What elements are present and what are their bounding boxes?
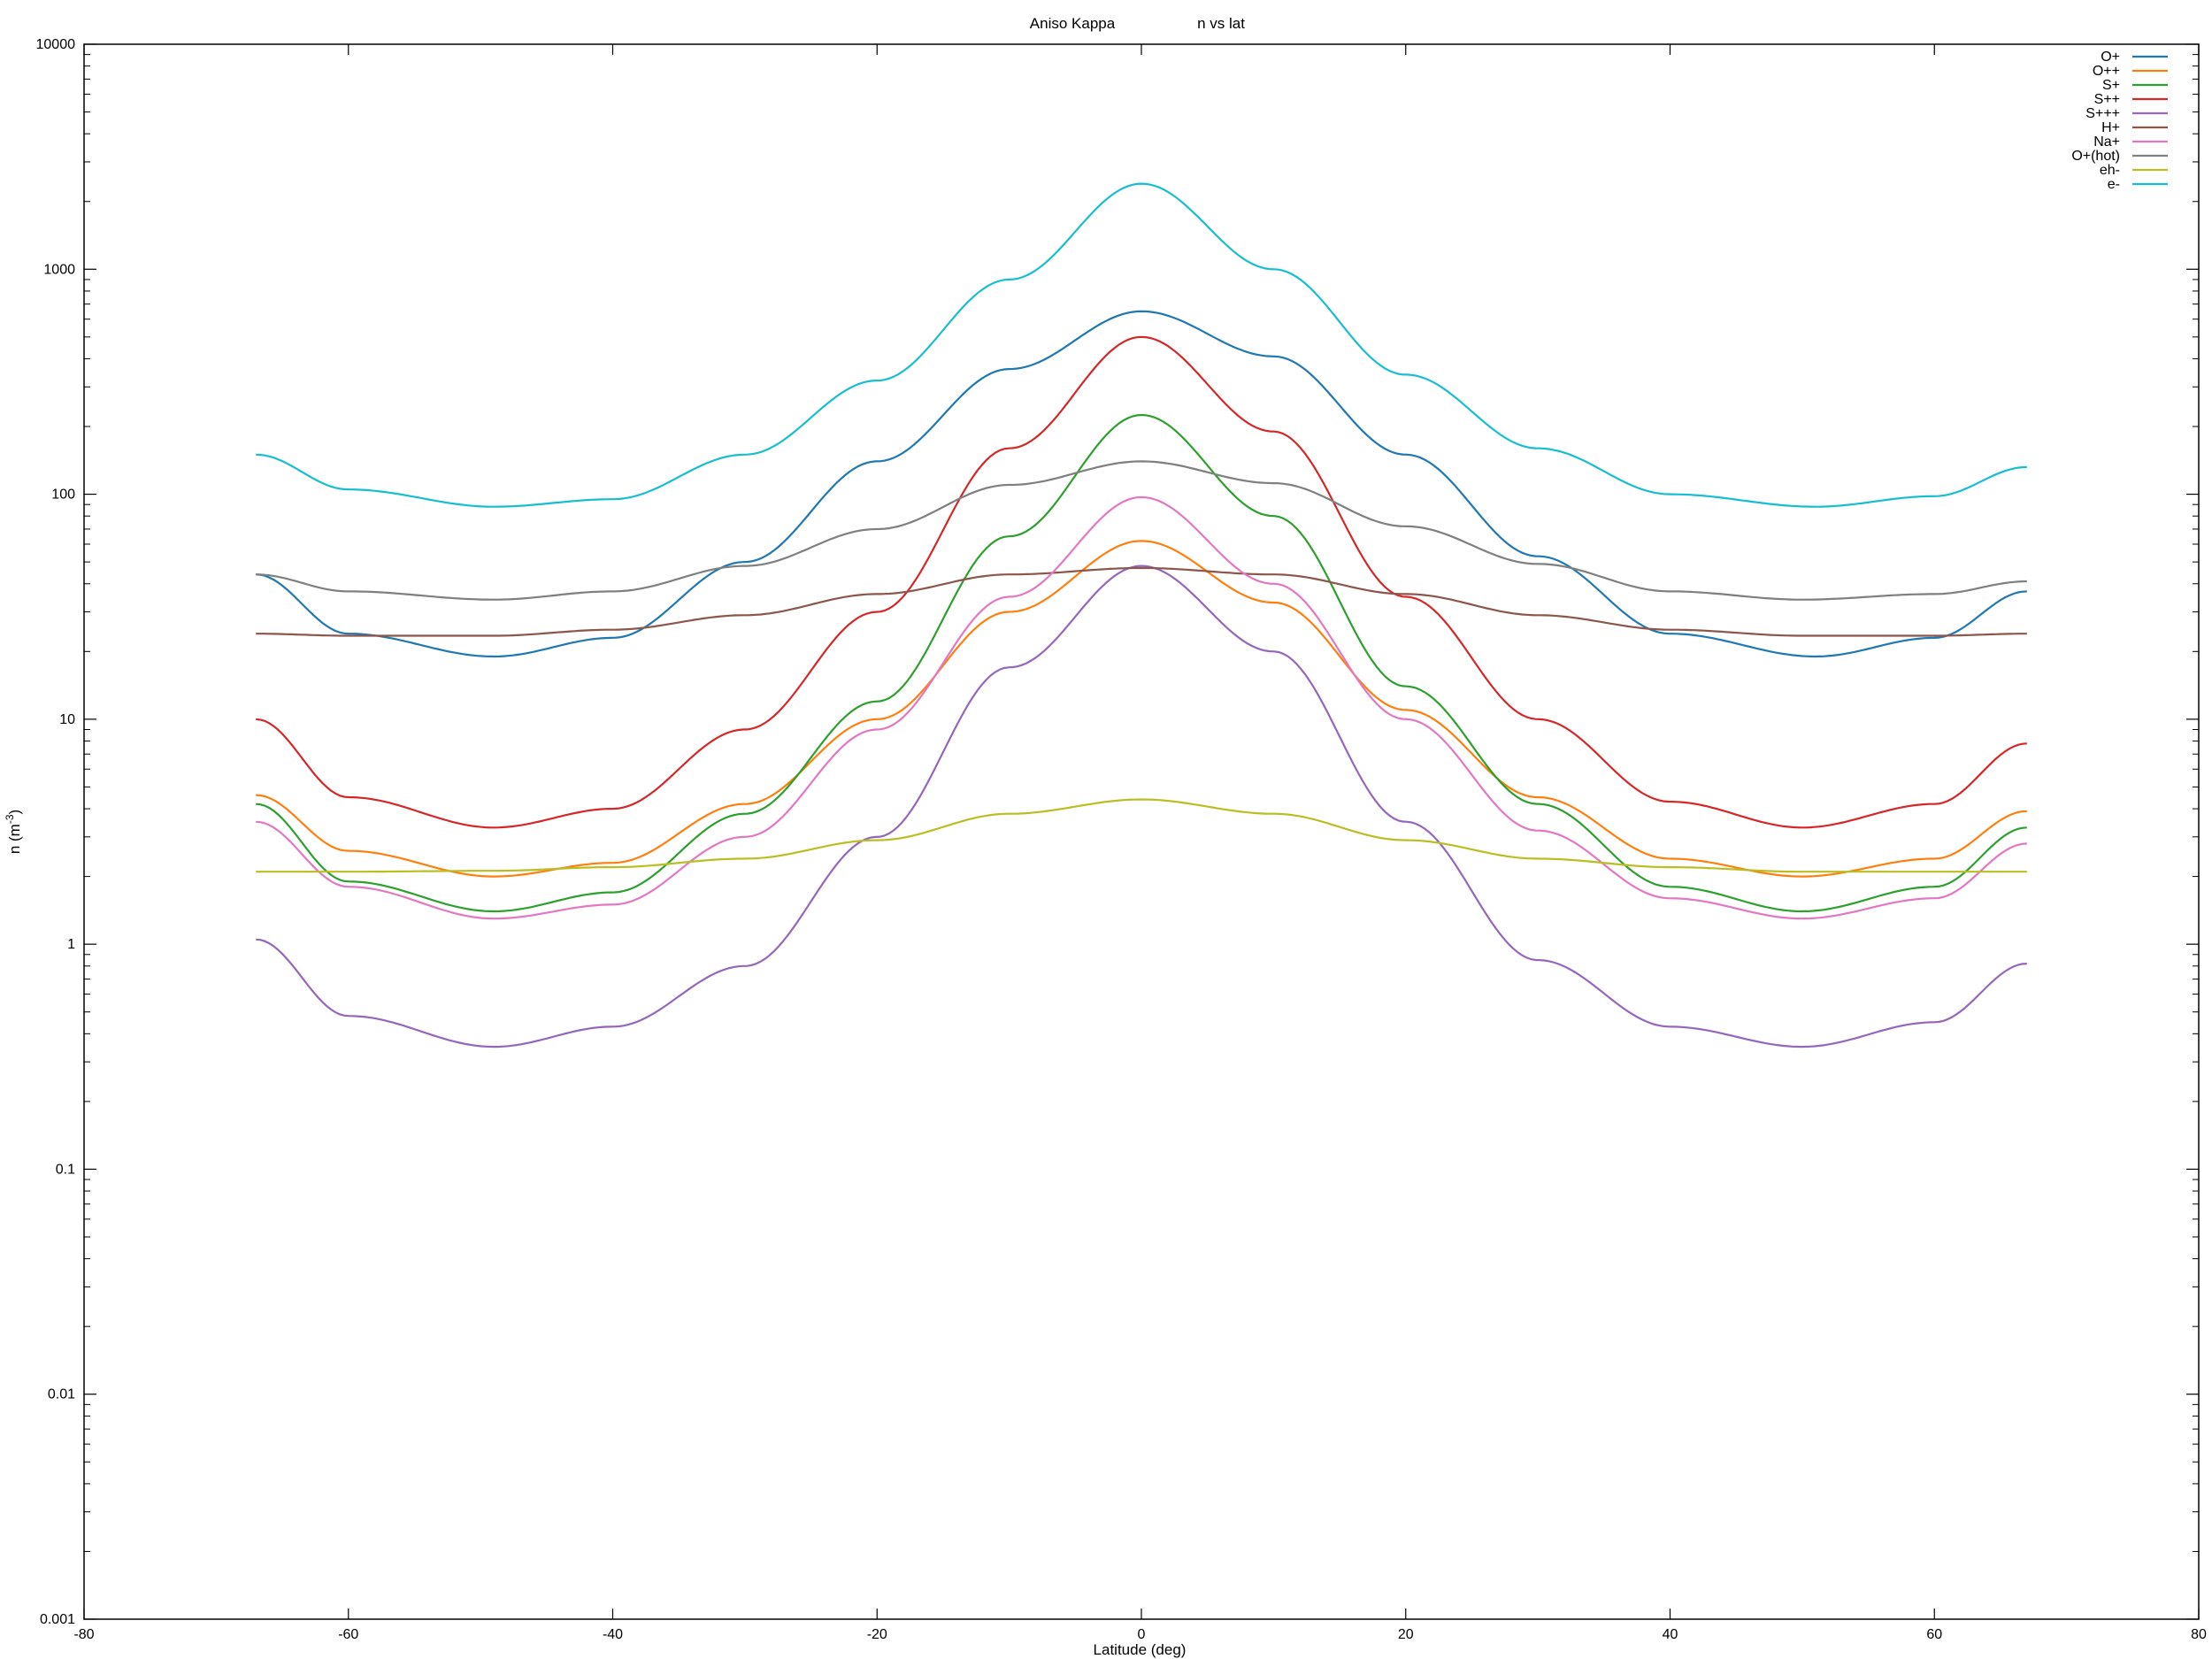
series-line-s-2 [256,413,2027,913]
x-tick-label: 80 [2191,1627,2207,1642]
x-tick-label: 0 [1138,1627,1146,1642]
chart-title-left: Aniso Kappa [1030,15,1116,32]
legend-label: O+ [2101,50,2120,65]
y-tick-label: 10 [59,712,75,727]
series-line-s-3 [256,335,2027,829]
x-axis-label: Latitude (deg) [1094,1641,1187,1658]
legend-label: S+++ [2085,106,2120,121]
x-axis-ticks: -80 -60 -40 -20 0 20 40 60 80 [73,44,2207,1642]
series-line-o-1 [256,540,2027,878]
x-tick-label: 40 [1663,1627,1678,1642]
legend-label: H+ [2101,120,2120,135]
y-tick-label: 0.1 [56,1162,75,1177]
legend-label: Na+ [2093,134,2120,150]
legend-label: O++ [2093,64,2120,79]
legend: O+O++S+S++S+++H+Na+O+(hot)eh-e- [2071,50,2168,192]
y-tick-label: 0.01 [48,1387,75,1402]
y-tick-label: 100 [51,488,75,503]
y-axis-label-end: ) [6,810,23,815]
series-line-na-6 [256,495,2027,920]
series-line-e-9 [256,182,2027,508]
x-tick-label: -20 [867,1627,887,1642]
legend-label: S+ [2102,78,2120,93]
series-line-eh-8 [256,798,2027,873]
legend-label: O+(hot) [2071,149,2120,164]
x-tick-label: 60 [1926,1627,1942,1642]
y-axis-ticks: 0.001 0.01 0.1 1 10 100 1000 10000 [36,37,2199,1627]
x-tick-label: -40 [603,1627,623,1642]
series-line-h-5 [256,566,2027,637]
x-tick-label: -80 [73,1627,94,1642]
x-tick-label: -60 [338,1627,358,1642]
y-axis-label: n (m-3) [4,810,23,854]
series-line-o-hot-7 [256,460,2027,601]
y-axis-label-superscript: -3 [4,814,16,824]
y-axis-label-base: n (m [6,824,23,854]
y-tick-label: 10000 [36,37,76,52]
y-tick-label: 1 [67,937,75,952]
series-lines [256,182,2027,1048]
series-line-s-4 [256,565,2027,1048]
legend-label: S++ [2094,92,2120,107]
plot-frame [83,43,2200,1620]
y-tick-label: 1000 [43,262,75,277]
chart-title-right: n vs lat [1197,15,1245,32]
series-line-o-0 [256,310,2027,658]
legend-label: e- [2108,177,2120,192]
minor-ticks [84,54,2199,1552]
y-tick-label: 0.001 [40,1612,75,1627]
legend-label: eh- [2100,163,2120,178]
x-tick-label: 20 [1398,1627,1414,1642]
